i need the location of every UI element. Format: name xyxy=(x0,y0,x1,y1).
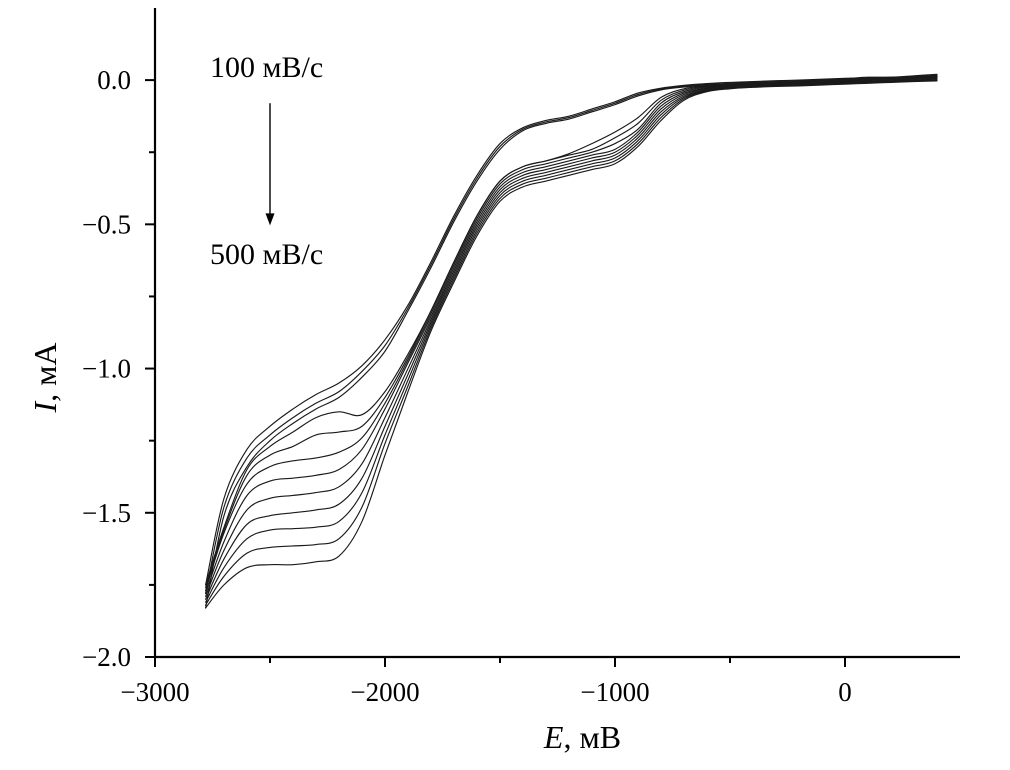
x-tick-label: −1000 xyxy=(580,677,649,707)
series-line-1 xyxy=(205,73,938,586)
annotation-top-label: 100 мВ/с xyxy=(210,51,323,84)
axes-layer: −3000 −2000 −1000 0 0.0 −0.5 −1.0 −1.5 −2.0 E, мВ… xyxy=(27,8,960,755)
curves-layer xyxy=(205,73,938,609)
series-line-10 xyxy=(205,75,938,586)
annotations-layer: 100 мВ/с 500 мВ/с xyxy=(210,51,323,271)
series-line-8 xyxy=(205,79,938,606)
series-line-7 xyxy=(205,78,938,603)
x-tick-label: −2000 xyxy=(350,677,419,707)
x-tick-label: 0 xyxy=(838,677,852,707)
series-line-11 xyxy=(205,76,938,595)
series-line-5 xyxy=(205,77,938,598)
series-line-12 xyxy=(205,77,938,609)
y-tick-label: −2.0 xyxy=(82,642,131,672)
series-line-9 xyxy=(205,80,938,609)
x-axis-title: E, мВ xyxy=(543,719,621,755)
y-axis-title: I, мА xyxy=(27,342,63,413)
y-tick-label: −1.0 xyxy=(82,354,131,384)
annotation-bottom-label: 500 мВ/с xyxy=(210,238,323,271)
series-line-2 xyxy=(205,74,938,589)
y-tick-label: −1.5 xyxy=(82,498,131,528)
series-line-6 xyxy=(205,78,938,600)
x-tick-label: −3000 xyxy=(120,677,189,707)
series-line-4 xyxy=(205,76,938,595)
y-tick-label: 0.0 xyxy=(97,65,131,95)
annotation-arrow-head xyxy=(265,213,275,226)
y-tick-label: −0.5 xyxy=(82,209,131,239)
